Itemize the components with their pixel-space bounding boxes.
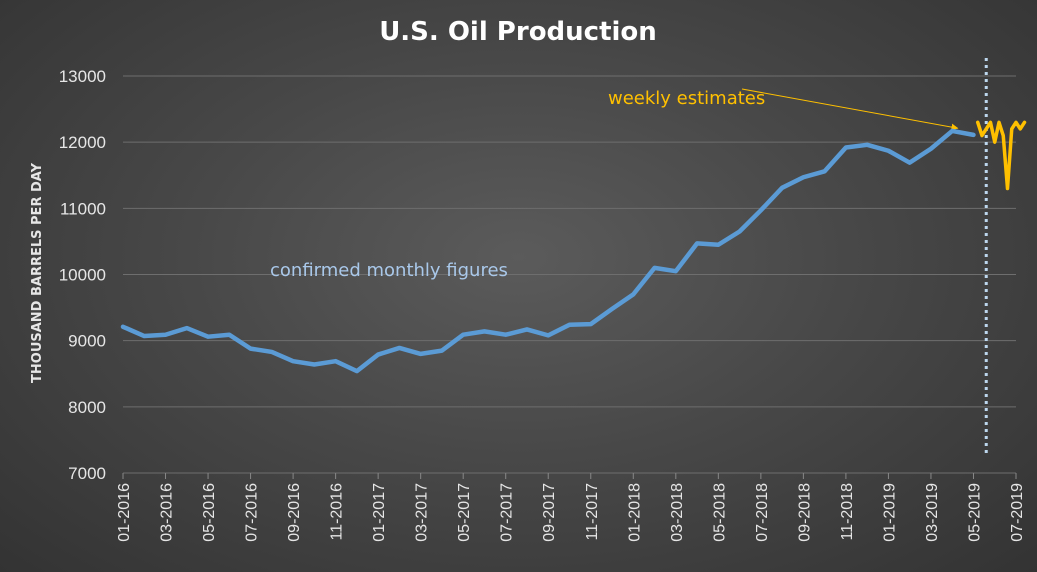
x-tick-05-2016: 05-2016 (201, 483, 218, 542)
series-lines (120, 120, 1027, 374)
point-monthly-02-2019 (908, 161, 912, 165)
chart-title: U.S. Oil Production (379, 17, 657, 47)
x-tick-09-2018: 09-2018 (796, 483, 813, 542)
x-tick-09-2016: 09-2016 (286, 483, 303, 542)
x-tick-07-2016: 07-2016 (244, 483, 261, 542)
point-weekly-8 (1010, 127, 1014, 131)
point-weekly-2 (984, 127, 988, 131)
x-tick-05-2017: 05-2017 (456, 483, 473, 542)
y-tick-7000: 7000 (68, 464, 106, 483)
point-monthly-12-2016 (355, 369, 359, 373)
point-weekly-5 (997, 121, 1001, 124)
point-weekly-9 (1014, 121, 1018, 124)
point-weekly-11 (1023, 121, 1026, 124)
point-monthly-05-2017 (461, 333, 465, 337)
x-tick-03-2019: 03-2019 (924, 483, 941, 542)
point-monthly-10-2018 (823, 169, 827, 173)
y-tick-10000: 10000 (59, 266, 106, 285)
point-monthly-04-2016 (185, 326, 189, 330)
point-monthly-06-2016 (227, 333, 231, 337)
y-tick-labels: 7000 8000 9000 10000 11000 12000 13000 (59, 67, 106, 483)
x-tick-11-2016: 11-2016 (329, 483, 346, 541)
point-monthly-10-2017 (568, 323, 571, 327)
point-monthly-05-2018 (716, 243, 720, 247)
y-tick-8000: 8000 (68, 398, 106, 417)
point-monthly-03-2017 (419, 352, 423, 356)
point-monthly-12-2017 (610, 307, 614, 311)
point-monthly-03-2016 (164, 333, 168, 337)
point-monthly-07-2018 (759, 208, 763, 212)
point-monthly-12-2018 (865, 143, 869, 147)
point-weekly-6 (1001, 134, 1005, 137)
point-monthly-04-2019 (950, 129, 954, 133)
point-weekly-4 (993, 140, 997, 144)
point-monthly-01-2016 (121, 325, 125, 329)
point-monthly-06-2017 (482, 329, 486, 333)
gridlines (123, 75, 1016, 474)
point-monthly-06-2018 (738, 229, 742, 233)
point-monthly-08-2018 (780, 186, 784, 190)
point-monthly-04-2018 (695, 241, 699, 245)
x-tick-07-2018: 07-2018 (754, 483, 771, 542)
point-monthly-02-2018 (653, 266, 657, 270)
point-weekly-1 (980, 134, 984, 137)
point-monthly-09-2017 (546, 333, 550, 337)
point-monthly-05-2019 (971, 133, 975, 137)
series-line-weekly (975, 120, 1027, 191)
x-tick-09-2017: 09-2017 (541, 483, 558, 542)
weekly-estimates-arrow (741, 88, 959, 131)
point-monthly-03-2018 (674, 269, 678, 273)
point-weekly-7 (1006, 187, 1009, 190)
x-tick-01-2018: 01-2018 (626, 483, 643, 542)
point-monthly-10-2016 (312, 362, 316, 366)
x-tick-07-2019: 07-2019 (1009, 483, 1026, 542)
point-monthly-02-2017 (397, 346, 401, 350)
point-monthly-04-2017 (440, 349, 444, 353)
x-tick-03-2017: 03-2017 (414, 483, 431, 542)
point-monthly-03-2019 (929, 147, 933, 151)
point-monthly-11-2016 (334, 359, 338, 363)
point-monthly-01-2018 (631, 292, 635, 296)
point-monthly-02-2016 (142, 334, 146, 338)
y-axis-label: THOUSAND BARRELS PER DAY (30, 162, 45, 383)
x-tick-11-2018: 11-2018 (839, 483, 856, 541)
x-tick-03-2018: 03-2018 (669, 483, 686, 542)
y-tick-13000: 13000 (59, 67, 106, 86)
point-weekly-10 (1018, 127, 1022, 131)
point-monthly-01-2017 (376, 353, 380, 357)
y-tick-12000: 12000 (59, 133, 106, 152)
y-tick-11000: 11000 (60, 199, 106, 218)
x-tick-11-2017: 11-2017 (584, 483, 601, 541)
point-monthly-01-2019 (886, 149, 890, 153)
x-tick-01-2017: 01-2017 (371, 483, 388, 542)
x-tick-05-2018: 05-2018 (711, 483, 728, 542)
point-monthly-11-2018 (844, 145, 848, 149)
x-tick-labels: 01-2016 03-2016 05-2016 07-2016 09-2016 11-20… (116, 473, 1026, 542)
point-monthly-09-2016 (291, 359, 295, 363)
point-monthly-09-2018 (801, 175, 805, 179)
point-monthly-08-2017 (525, 327, 529, 331)
weekly-estimates-annotation: weekly estimates (608, 88, 765, 109)
point-monthly-07-2017 (504, 333, 508, 337)
y-tick-9000: 9000 (68, 332, 106, 351)
point-monthly-07-2016 (249, 347, 253, 351)
point-monthly-11-2017 (589, 322, 593, 326)
point-monthly-05-2016 (206, 335, 210, 339)
point-monthly-08-2016 (270, 350, 274, 354)
point-weekly-0 (976, 121, 980, 124)
x-tick-03-2016: 03-2016 (159, 483, 176, 542)
point-weekly-3 (989, 121, 992, 124)
x-tick-07-2017: 07-2017 (499, 483, 516, 542)
x-tick-05-2019: 05-2019 (966, 483, 983, 542)
confirmed-monthly-annotation: confirmed monthly figures (270, 260, 508, 281)
x-tick-01-2016: 01-2016 (116, 483, 133, 542)
x-tick-01-2019: 01-2019 (881, 483, 898, 542)
